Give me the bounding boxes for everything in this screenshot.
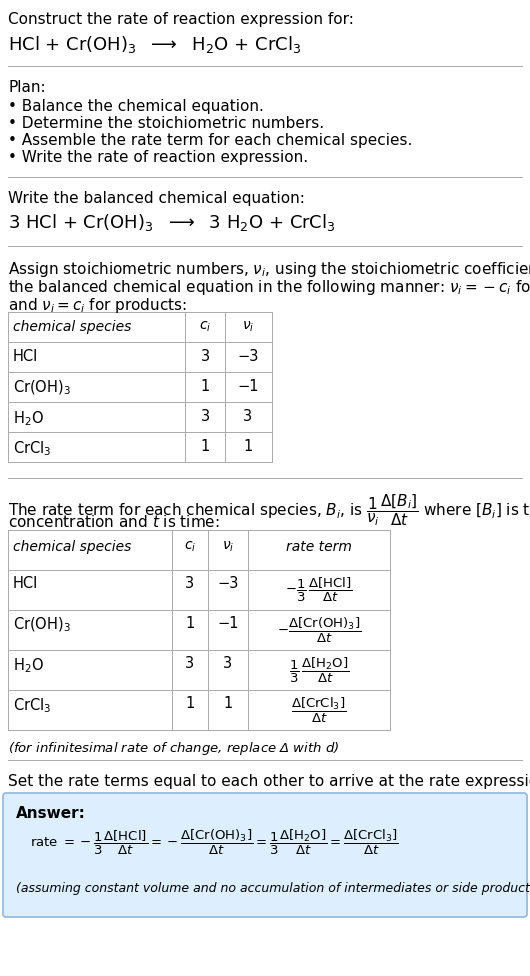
Text: 1: 1 — [186, 696, 195, 711]
Text: concentration and $t$ is time:: concentration and $t$ is time: — [8, 514, 220, 530]
Text: −3: −3 — [217, 576, 238, 591]
Text: and $\nu_i = c_i$ for products:: and $\nu_i = c_i$ for products: — [8, 296, 187, 315]
Text: $\nu_i$: $\nu_i$ — [222, 540, 234, 554]
Text: 3: 3 — [200, 409, 209, 424]
Text: • Assemble the rate term for each chemical species.: • Assemble the rate term for each chemic… — [8, 133, 412, 148]
Text: HCl: HCl — [13, 349, 38, 364]
Text: 3: 3 — [224, 656, 233, 671]
Text: Cr(OH)$_3$: Cr(OH)$_3$ — [13, 379, 71, 397]
Text: 3: 3 — [200, 349, 209, 364]
Text: Set the rate terms equal to each other to arrive at the rate expression:: Set the rate terms equal to each other t… — [8, 774, 530, 789]
Text: $c_i$: $c_i$ — [199, 320, 211, 335]
Text: The rate term for each chemical species, $B_i$, is $\dfrac{1}{\nu_i}\dfrac{\Delt: The rate term for each chemical species,… — [8, 492, 530, 528]
FancyBboxPatch shape — [3, 793, 527, 917]
Text: rate $= -\dfrac{1}{3}\dfrac{\Delta[\mathrm{HCl}]}{\Delta t} = -\dfrac{\Delta[\ma: rate $= -\dfrac{1}{3}\dfrac{\Delta[\math… — [30, 828, 399, 857]
Text: Cr(OH)$_3$: Cr(OH)$_3$ — [13, 616, 71, 634]
Text: Construct the rate of reaction expression for:: Construct the rate of reaction expressio… — [8, 12, 354, 27]
Text: (for infinitesimal rate of change, replace Δ with $d$): (for infinitesimal rate of change, repla… — [8, 740, 340, 757]
Text: CrCl$_3$: CrCl$_3$ — [13, 439, 51, 458]
Text: Answer:: Answer: — [16, 806, 86, 821]
Text: CrCl$_3$: CrCl$_3$ — [13, 696, 51, 714]
Text: (assuming constant volume and no accumulation of intermediates or side products): (assuming constant volume and no accumul… — [16, 882, 530, 895]
Text: H$_2$O: H$_2$O — [13, 656, 44, 674]
Text: • Determine the stoichiometric numbers.: • Determine the stoichiometric numbers. — [8, 116, 324, 131]
Text: 1: 1 — [223, 696, 233, 711]
Text: 3: 3 — [186, 576, 195, 591]
Text: 3: 3 — [243, 409, 253, 424]
Text: 1: 1 — [200, 439, 210, 454]
Text: $-\dfrac{1}{3}\,\dfrac{\Delta[\mathrm{HCl}]}{\Delta t}$: $-\dfrac{1}{3}\,\dfrac{\Delta[\mathrm{HC… — [285, 576, 353, 604]
Text: the balanced chemical equation in the following manner: $\nu_i = -c_i$ for react: the balanced chemical equation in the fo… — [8, 278, 530, 297]
Text: chemical species: chemical species — [13, 320, 131, 334]
Text: $\dfrac{1}{3}\,\dfrac{\Delta[\mathrm{H_2O}]}{\Delta t}$: $\dfrac{1}{3}\,\dfrac{\Delta[\mathrm{H_2… — [289, 656, 349, 685]
Text: chemical species: chemical species — [13, 540, 131, 554]
Text: $\dfrac{\Delta[\mathrm{CrCl_3}]}{\Delta t}$: $\dfrac{\Delta[\mathrm{CrCl_3}]}{\Delta … — [292, 696, 347, 725]
Text: $\nu_i$: $\nu_i$ — [242, 320, 254, 335]
Text: Write the balanced chemical equation:: Write the balanced chemical equation: — [8, 191, 305, 206]
Text: HCl + Cr(OH)$_3$  $\longrightarrow$  H$_2$O + CrCl$_3$: HCl + Cr(OH)$_3$ $\longrightarrow$ H$_2$… — [8, 34, 302, 55]
Text: −1: −1 — [237, 379, 259, 394]
Text: 1: 1 — [200, 379, 210, 394]
Text: H$_2$O: H$_2$O — [13, 409, 44, 427]
Text: 1: 1 — [243, 439, 253, 454]
Text: rate term: rate term — [286, 540, 352, 554]
Text: 3 HCl + Cr(OH)$_3$  $\longrightarrow$  3 H$_2$O + CrCl$_3$: 3 HCl + Cr(OH)$_3$ $\longrightarrow$ 3 H… — [8, 212, 335, 233]
Text: • Balance the chemical equation.: • Balance the chemical equation. — [8, 99, 264, 114]
Text: 1: 1 — [186, 616, 195, 631]
Text: $c_i$: $c_i$ — [184, 540, 196, 554]
Text: −1: −1 — [217, 616, 238, 631]
Text: $-\dfrac{\Delta[\mathrm{Cr(OH)_3}]}{\Delta t}$: $-\dfrac{\Delta[\mathrm{Cr(OH)_3}]}{\Del… — [277, 616, 361, 645]
Text: • Write the rate of reaction expression.: • Write the rate of reaction expression. — [8, 150, 308, 165]
Text: Assign stoichiometric numbers, $\nu_i$, using the stoichiometric coefficients, $: Assign stoichiometric numbers, $\nu_i$, … — [8, 260, 530, 279]
Text: Plan:: Plan: — [8, 80, 46, 95]
Text: HCl: HCl — [13, 576, 38, 591]
Text: −3: −3 — [237, 349, 259, 364]
Text: 3: 3 — [186, 656, 195, 671]
